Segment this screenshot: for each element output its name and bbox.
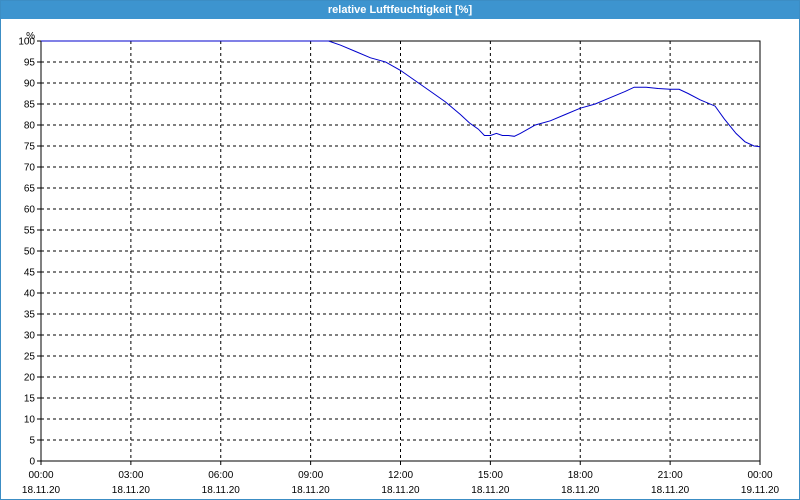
y-tick-label: 20 [24, 373, 36, 384]
x-tick-label-date: 18.11.20 [292, 485, 331, 496]
y-tick-label: 5 [29, 436, 35, 447]
x-tick-label-time: 12:00 [388, 470, 413, 481]
y-tick-label: 80 [24, 121, 36, 132]
x-tick-label-time: 18:00 [568, 470, 593, 481]
x-tick-label-time: 15:00 [478, 470, 503, 481]
x-tick-label-date: 18.11.20 [561, 485, 600, 496]
y-tick-label: 65 [24, 184, 36, 195]
x-tick-label-date: 18.11.20 [381, 485, 420, 496]
y-tick-label: 40 [24, 289, 36, 300]
humidity-series-line [41, 40, 761, 148]
x-tick-label-time: 03:00 [118, 470, 143, 481]
y-tick-label: 95 [24, 58, 36, 69]
x-tick-label-time: 00:00 [747, 470, 772, 481]
y-tick-label: 25 [24, 352, 36, 363]
x-tick-label-date: 18.11.20 [22, 485, 61, 496]
y-tick-label: 100 [18, 37, 35, 48]
x-tick-label-date: 18.11.20 [471, 485, 510, 496]
y-tick-label: 15 [24, 394, 36, 405]
x-tick-label-date: 19.11.20 [741, 485, 780, 496]
x-tick-label-time: 06:00 [208, 470, 233, 481]
y-tick-label: 60 [24, 205, 36, 216]
y-tick-label: 50 [24, 247, 36, 258]
y-tick-label: 85 [24, 100, 36, 111]
plot-frame [40, 40, 761, 462]
y-tick-label: 10 [24, 415, 36, 426]
y-tick-label: 70 [24, 163, 36, 174]
window-title: relative Luftfeuchtigkeit [%] [1, 1, 799, 19]
y-tick-label: 30 [24, 331, 36, 342]
x-tick-label-date: 18.11.20 [202, 485, 241, 496]
x-tick-label-date: 18.11.20 [112, 485, 151, 496]
y-axis-label: % [26, 31, 35, 42]
x-tick-label-date: 18.11.20 [651, 485, 690, 496]
y-tick-label: 75 [24, 142, 36, 153]
y-tick-label: 0 [29, 457, 35, 468]
y-tick-label: 35 [24, 310, 36, 321]
y-tick-label: 55 [24, 226, 36, 237]
y-tick-label: 45 [24, 268, 36, 279]
x-tick-label-time: 00:00 [28, 470, 53, 481]
humidity-chart: 0 5 10 15 20 25 30 35 40 45 50 55 60 65 70 75 80 85 90 95 10… [18, 31, 780, 496]
x-tick-label-time: 09:00 [298, 470, 323, 481]
x-tick-label-time: 21:00 [658, 470, 683, 481]
y-tick-label: 90 [24, 79, 36, 90]
